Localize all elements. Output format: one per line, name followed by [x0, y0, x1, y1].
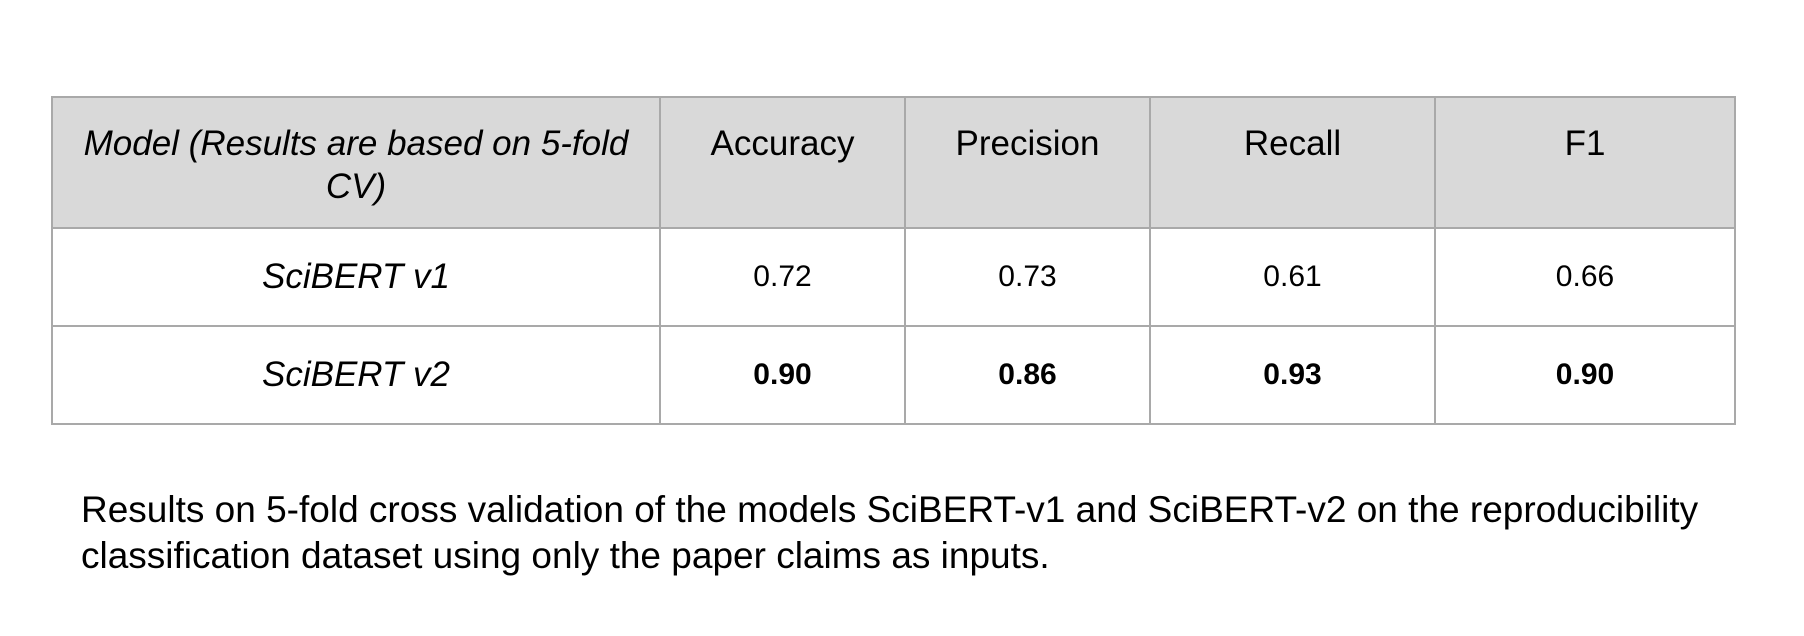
recall-cell: 0.61 — [1149, 227, 1436, 327]
table-row: SciBERT v1 0.72 0.73 0.61 0.66 — [51, 227, 1736, 327]
header-row: Model (Results are based on 5-fold CV) A… — [51, 96, 1736, 229]
header-accuracy: Accuracy — [659, 96, 906, 229]
precision-cell: 0.73 — [904, 227, 1151, 327]
model-name-cell: SciBERT v1 — [51, 227, 661, 327]
header-precision: Precision — [904, 96, 1151, 229]
f1-cell: 0.90 — [1434, 325, 1736, 425]
table-row: SciBERT v2 0.90 0.86 0.93 0.90 — [51, 325, 1736, 425]
header-recall: Recall — [1149, 96, 1436, 229]
header-f1: F1 — [1434, 96, 1736, 229]
header-model: Model (Results are based on 5-fold CV) — [51, 96, 661, 229]
model-name-cell: SciBERT v2 — [51, 325, 661, 425]
accuracy-cell: 0.72 — [659, 227, 906, 327]
results-table: Model (Results are based on 5-fold CV) A… — [51, 96, 1736, 425]
recall-cell: 0.93 — [1149, 325, 1436, 425]
table-caption: Results on 5-fold cross validation of th… — [81, 489, 1699, 576]
accuracy-cell: 0.90 — [659, 325, 906, 425]
f1-cell: 0.66 — [1434, 227, 1736, 327]
precision-cell: 0.86 — [904, 325, 1151, 425]
